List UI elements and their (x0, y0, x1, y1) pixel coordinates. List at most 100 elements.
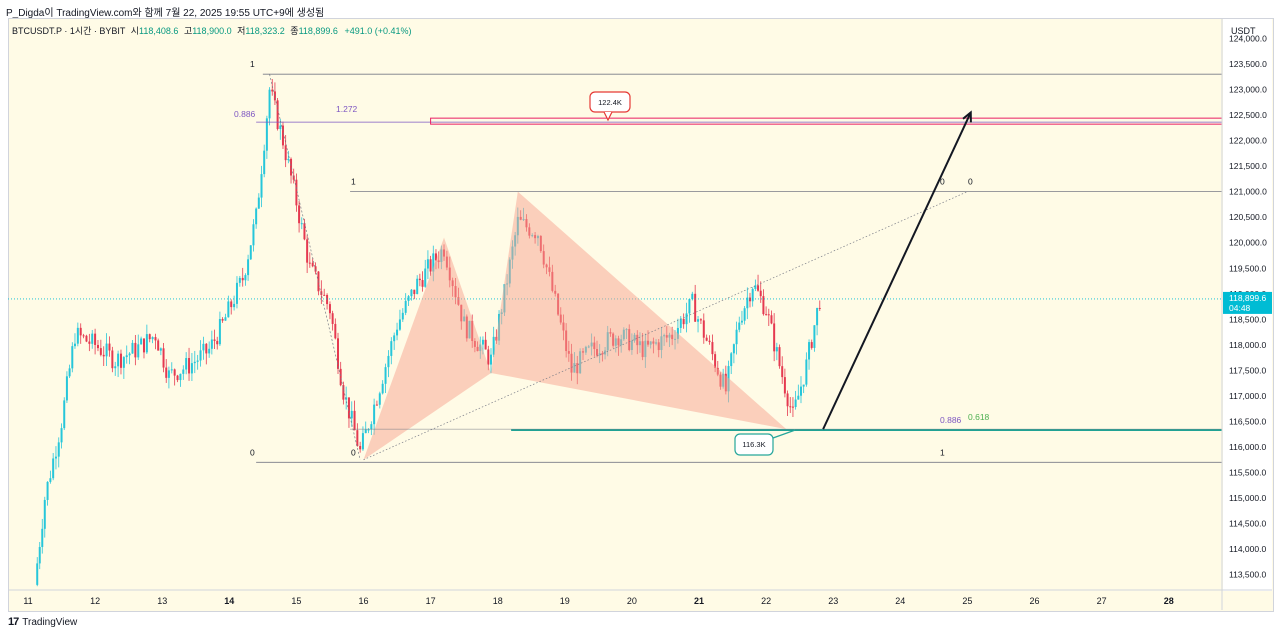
candle-body (157, 340, 160, 351)
candle-body (711, 342, 714, 355)
candle-body (783, 377, 786, 394)
price-tick-label: 115,000.0 (1229, 493, 1266, 503)
candle-body (255, 208, 258, 225)
price-tick-label: 123,500.0 (1229, 59, 1267, 69)
candle-body (41, 528, 44, 547)
time-tick-label: 13 (157, 596, 167, 606)
candle-body (767, 314, 770, 316)
candle-body (426, 259, 429, 269)
close-label: 종 (290, 26, 299, 36)
currency-label: USDT (1231, 26, 1256, 36)
candle-body (188, 358, 191, 374)
candle-body (36, 563, 39, 585)
candle-body (208, 348, 211, 354)
candle-body (71, 346, 74, 369)
candle-body (257, 197, 260, 209)
candle-body (432, 253, 435, 272)
candle-body (765, 314, 768, 316)
candle-body (337, 338, 340, 369)
candle-body (413, 289, 416, 295)
candle-body (708, 340, 711, 343)
candle-body (284, 145, 287, 161)
candle-body (816, 307, 819, 326)
candle-body (759, 290, 762, 297)
candle-body (260, 174, 263, 198)
candle-body (85, 335, 88, 342)
candle-body (748, 297, 751, 302)
candle-body (145, 334, 148, 353)
candle-body (810, 342, 813, 348)
time-tick-label: 19 (560, 596, 570, 606)
callout-lower (734, 433, 774, 456)
candle-body (137, 344, 140, 358)
candle-body (102, 354, 105, 357)
low-value: 118,323.2 (245, 26, 285, 36)
candle-body (117, 353, 120, 367)
candle-body (484, 339, 487, 350)
time-tick-label: 14 (224, 596, 234, 606)
candle-body (306, 239, 309, 263)
candle-body (46, 481, 49, 500)
candle-body (134, 342, 137, 358)
candle-body (794, 399, 797, 408)
last-price-value: 118,899.6 (1229, 293, 1266, 303)
candle-body (218, 319, 221, 345)
candle-body (359, 445, 362, 450)
candle-body (230, 301, 233, 308)
candle-body (404, 300, 407, 313)
candle-body (165, 367, 168, 378)
candle-body (271, 89, 274, 92)
candle-body (775, 347, 778, 352)
candle-body (387, 355, 390, 368)
candle-body (730, 353, 733, 367)
candle-body (434, 253, 437, 261)
candle-body (418, 278, 421, 281)
candle-body (489, 354, 492, 365)
candle-body (705, 337, 708, 341)
candle-body (173, 369, 176, 376)
candle-body (43, 499, 46, 529)
fib-label: 1 (250, 59, 255, 69)
candle-body (210, 339, 213, 349)
time-tick-label: 17 (426, 596, 436, 606)
callout-upper-text: 122.4K (598, 98, 622, 107)
candle-body (697, 319, 700, 322)
candle-body (38, 546, 41, 564)
open-label: 시 (130, 26, 140, 36)
fib-label: 0.618 (968, 412, 990, 422)
candle-body (345, 397, 348, 400)
symbol-name[interactable]: BTCUSDT.P · 1시간 · BYBIT (12, 26, 126, 36)
candle-body (364, 429, 367, 434)
price-tick-label: 121,500.0 (1229, 161, 1267, 171)
price-tick-label: 118,000.0 (1229, 340, 1266, 350)
candle-body (786, 393, 789, 407)
candle-body (396, 329, 399, 336)
candle-body (292, 175, 295, 180)
candle-body (82, 335, 85, 337)
candle-body (378, 393, 381, 405)
candle-body (76, 327, 79, 344)
candle-body (221, 319, 224, 321)
time-tick-label: 21 (694, 596, 704, 606)
candle-body (193, 361, 196, 364)
candle-body (281, 125, 284, 146)
candle-body (740, 320, 743, 323)
candle-body (68, 368, 71, 377)
candle-body (205, 343, 208, 354)
price-tick-label: 121,000.0 (1229, 187, 1267, 197)
candle-body (754, 285, 757, 289)
candle-body (96, 344, 99, 349)
candle-body (276, 100, 279, 130)
candle-body (326, 294, 329, 305)
price-tick-label: 120,500.0 (1229, 212, 1267, 222)
candle-body (60, 428, 63, 443)
candle-body (356, 430, 359, 446)
time-tick-label: 25 (962, 596, 972, 606)
candle-body (799, 386, 802, 396)
time-tick-label: 18 (493, 596, 503, 606)
candle-body (361, 433, 364, 450)
time-tick-label: 28 (1164, 596, 1174, 606)
candle-body (148, 334, 151, 340)
candle-body (235, 282, 238, 304)
